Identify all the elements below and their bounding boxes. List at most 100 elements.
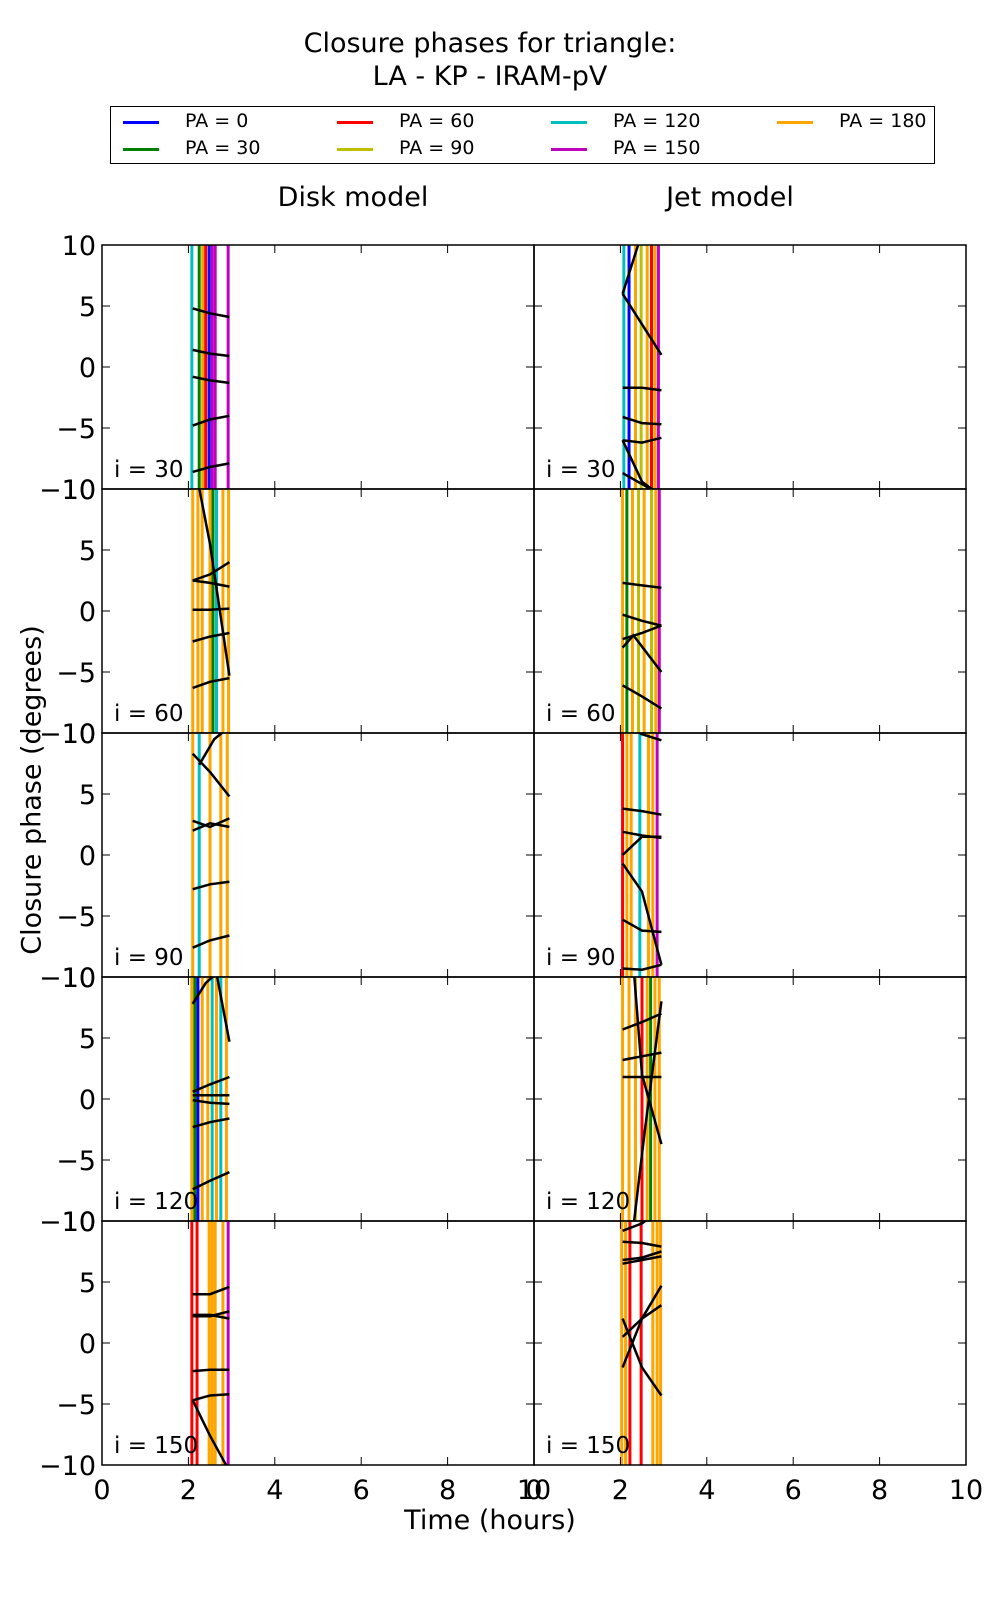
panel-frame	[533, 488, 967, 734]
legend-swatch	[551, 148, 587, 151]
column-title-disk-model: Disk model	[277, 182, 429, 213]
panel-frame	[533, 1220, 967, 1466]
closure-phase-curve	[192, 462, 230, 474]
closure-phase-curve	[192, 1368, 230, 1373]
x-tick-label: 10	[949, 1475, 983, 1506]
legend-label: PA = 120	[613, 110, 701, 132]
closure-phase-curve	[622, 1012, 662, 1031]
legend-label: PA = 0	[185, 110, 249, 132]
y-tick-label: 5	[79, 536, 96, 567]
y-tick-label: −5	[56, 902, 96, 933]
closure-phase-curve	[632, 1001, 663, 1221]
closure-phase-curve	[622, 963, 662, 971]
closure-phase-curve	[192, 822, 230, 832]
panel-jet-row-4: 0 2 4 6 8 10 i = 150	[525, 1220, 983, 1506]
closure-phase-curve	[621, 633, 663, 673]
panel-inclination-label: i = 60	[546, 701, 616, 727]
chart-title-line-1: Closure phases for triangle:	[303, 28, 677, 59]
panel-disk-row-3: −10 −5 0 5 10 i = 120	[39, 963, 535, 1238]
closure-phase-curve	[622, 624, 662, 641]
panel-inclination-label: i = 120	[546, 1189, 630, 1215]
closure-phase-curve	[192, 607, 230, 612]
closure-phase-curve	[192, 375, 230, 385]
y-tick-label: −5	[56, 658, 96, 689]
y-tick-label: −10	[39, 1207, 96, 1238]
y-tick-label: 0	[79, 353, 96, 384]
y-tick-label: 0	[79, 841, 96, 872]
y-tick-label: 10	[62, 231, 96, 262]
panel-frame	[101, 976, 535, 1222]
legend-swatch	[551, 121, 587, 124]
panel-inclination-label: i = 120	[114, 1189, 198, 1215]
closure-phase-curve	[621, 472, 654, 489]
closure-phase-curve	[622, 386, 662, 392]
y-tick-label: 5	[79, 1268, 96, 1299]
y-tick-label: 5	[79, 780, 96, 811]
x-tick-label: 0	[93, 1475, 110, 1506]
closure-phase-curve	[621, 918, 662, 934]
closure-phase-curve	[192, 1075, 230, 1093]
panel-inclination-label: i = 30	[114, 457, 184, 483]
y-tick-label: −5	[56, 1390, 96, 1421]
closure-phase-curve	[633, 977, 663, 1145]
panel-frame	[533, 244, 967, 490]
closure-phase-curve	[622, 1221, 648, 1232]
closure-phase-curve	[192, 1285, 230, 1296]
closure-phase-curve	[192, 414, 230, 427]
x-tick-label: 10	[517, 1475, 551, 1506]
closure-phase-curve	[622, 1255, 662, 1265]
closure-phase-curve	[192, 1171, 230, 1191]
plot-area	[191, 489, 231, 733]
closure-phase-curve	[622, 436, 662, 444]
closure-phase-curve	[622, 807, 662, 816]
closure-phase-curve	[192, 1098, 230, 1106]
panel-inclination-label: i = 150	[114, 1433, 198, 1459]
y-tick-label: 0	[79, 597, 96, 628]
plot-area	[621, 733, 663, 977]
plot-area	[190, 977, 231, 1221]
legend-swatch	[337, 121, 373, 124]
y-tick-label: 10	[62, 719, 96, 750]
x-tick-label: 6	[785, 1475, 802, 1506]
y-tick-label: 5	[79, 1024, 96, 1055]
closure-phase-curve	[192, 676, 230, 690]
plot-area	[621, 489, 663, 733]
closure-phase-curve	[192, 817, 230, 829]
closure-phase-curve	[192, 1313, 230, 1320]
panel-inclination-label: i = 90	[546, 945, 616, 971]
closure-phase-curve	[621, 1318, 663, 1397]
panel-frame	[101, 1220, 535, 1466]
x-tick-label: 8	[871, 1475, 888, 1506]
panel-jet-row-1: i = 60	[533, 488, 967, 734]
legend-label: PA = 30	[185, 137, 261, 159]
panel-jet-row-0: i = 30	[533, 244, 967, 490]
y-tick-label: −5	[56, 1146, 96, 1177]
closure-phase-curve	[622, 415, 662, 426]
y-tick-label: 0	[79, 1085, 96, 1116]
legend-label: PA = 60	[399, 110, 475, 132]
x-tick-label: 0	[525, 1475, 542, 1506]
closure-phase-curve	[622, 613, 662, 627]
y-tick-label: 5	[79, 292, 96, 323]
closure-phase-curve	[621, 245, 640, 295]
plot-area	[621, 245, 663, 489]
panel-disk-row-1: −10 −5 0 5 10 i = 60	[39, 475, 535, 750]
plot-area	[621, 977, 663, 1221]
closure-phase-curve	[192, 631, 230, 643]
legend-swatch	[777, 121, 813, 124]
x-tick-label: 6	[353, 1475, 370, 1506]
y-tick-label: 10	[62, 963, 96, 994]
panel-inclination-label: i = 90	[114, 945, 184, 971]
panel-frame	[533, 732, 967, 978]
closure-phase-curve	[622, 1240, 662, 1248]
plot-area	[620, 1221, 663, 1465]
legend-label: PA = 180	[839, 110, 927, 132]
closure-phase-curve	[198, 733, 224, 766]
chart-title-line-2: LA - KP - IRAM-pV	[372, 61, 608, 92]
closure-phase-curve	[192, 561, 231, 582]
y-tick-label: 0	[79, 1329, 96, 1360]
y-tick-label: −10	[39, 963, 96, 994]
closure-phase-curve	[191, 1399, 228, 1465]
plot-area	[191, 733, 231, 977]
